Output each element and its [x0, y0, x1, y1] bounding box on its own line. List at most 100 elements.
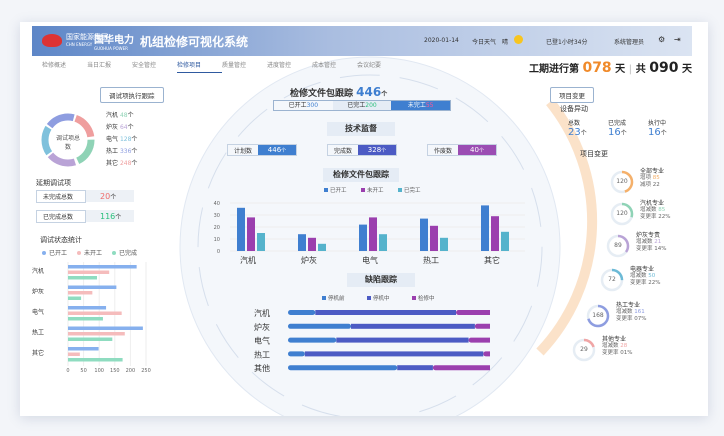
equip-stat: 执行中 16个	[648, 120, 667, 138]
change-ring	[610, 202, 634, 226]
equip-title: 设备异动	[560, 105, 588, 113]
tick-label: 100	[94, 368, 104, 374]
category-label: 电气	[362, 255, 378, 265]
tab-safety[interactable]: 安全管控	[132, 62, 157, 69]
stat-title: 调试状态统计	[40, 236, 82, 244]
delay-pill: 未完成总数 20 个	[36, 189, 134, 203]
legend-entry: 未开工	[77, 249, 102, 257]
bar-segment	[432, 365, 490, 371]
tech-pill: 完成数 328个	[327, 144, 397, 156]
tab-quality[interactable]: 质量管控	[222, 62, 247, 69]
tech-title: 技术监督	[327, 122, 395, 136]
svg-text:未开工: 未开工	[84, 249, 102, 257]
legend-item: 其它 248个	[106, 160, 138, 167]
defect-title: 缺陷跟踪	[347, 273, 415, 287]
logout-icon[interactable]: ⇥	[674, 35, 681, 44]
nav-tabs: 检修概述 当日汇报 安全管控 检修项目 质量管控 进度管控 成本管控 会议纪要	[42, 60, 402, 73]
bar	[68, 270, 110, 274]
bar	[68, 352, 80, 356]
category-label: 热工	[423, 255, 439, 265]
bar	[68, 311, 122, 315]
legend-entry: 检修中	[412, 294, 435, 302]
bar	[430, 225, 438, 251]
app-title: 机组检修可视化系统	[140, 35, 249, 49]
legend-entry: 已完工	[398, 186, 421, 194]
delay-title: 延期调试项	[36, 179, 71, 187]
bar-segment	[336, 337, 469, 343]
bar-segment	[397, 365, 433, 371]
change-ring	[610, 170, 634, 194]
settings-icon[interactable]: ⚙	[658, 35, 666, 44]
equip-stats: 总数 23个 已完成 16个 执行中 16个	[568, 118, 688, 138]
header-bar: 国家能源集团 CHN ENERGY 国华电力 GUOHUA POWER 机组检修可视…	[32, 26, 692, 56]
bar	[68, 306, 107, 310]
category-label: 其它	[32, 349, 44, 357]
tab-projects[interactable]: 检修项目	[177, 60, 222, 73]
seg-finished: 已完工200	[332, 101, 392, 110]
bar	[481, 205, 489, 251]
svg-text:已开工: 已开工	[49, 250, 67, 257]
sun-icon	[514, 35, 523, 44]
category-label: 炉灰	[32, 288, 44, 296]
bar-segment	[304, 351, 484, 357]
change-ring	[600, 268, 624, 292]
legend-item: 汽机 48个	[106, 112, 134, 119]
tick-label: 250	[141, 368, 151, 374]
file-pack-chart: 已开工 未开工 已完工 0 10 20 30 40 汽机 炉灰 电气 热工 其它	[214, 186, 525, 265]
bar	[369, 217, 377, 251]
bar	[298, 234, 306, 251]
right-section-title: 项目变更	[550, 87, 594, 103]
bar	[68, 276, 98, 280]
delay-pill: 已完成总数 116 个	[36, 209, 134, 223]
user-name[interactable]: 系统管理员	[614, 39, 645, 46]
tab-meetings[interactable]: 会议纪要	[357, 62, 382, 69]
bar	[68, 265, 137, 269]
tech-pill: 计划数 446个	[227, 144, 297, 156]
weather: 晴	[502, 39, 509, 46]
bar	[68, 285, 117, 289]
change-ring	[606, 234, 630, 258]
category-label: 电气	[32, 308, 44, 316]
bar	[68, 337, 113, 341]
legend-entry: 停机中	[367, 294, 390, 302]
category-label: 汽机	[254, 308, 270, 318]
tech-pill: 作废数 40个	[427, 144, 497, 156]
tab-overview[interactable]: 检修概述	[42, 62, 67, 69]
change-title: 项目变更	[580, 150, 608, 158]
bar	[68, 332, 125, 336]
svg-text:已完工: 已完工	[404, 186, 421, 194]
tick-label: 40	[214, 201, 220, 207]
bar	[379, 234, 387, 251]
category-label: 汽机	[32, 267, 44, 275]
change-ring	[572, 338, 596, 362]
bar	[359, 224, 367, 251]
tab-schedule[interactable]: 进度管控	[267, 62, 292, 69]
category-label: 其他	[254, 363, 270, 373]
seg-unfinished: 未完工55	[391, 101, 451, 110]
bar-segment	[351, 323, 475, 329]
dashboard: 国家能源集团 CHN ENERGY 国华电力 GUOHUA POWER 机组检修可视…	[20, 22, 708, 416]
weather-label: 今日天气	[472, 39, 497, 46]
category-label: 热工	[32, 329, 44, 337]
bar	[68, 291, 93, 295]
tick-label: 200	[126, 368, 136, 374]
bar-segment	[288, 310, 316, 315]
current-day: 078	[582, 60, 612, 76]
bar-segment	[315, 310, 456, 315]
login-duration: 已登1小时34分	[546, 39, 588, 46]
legend-entry: 已开工	[324, 187, 347, 194]
legend-entry: 已完成	[112, 249, 137, 257]
total-days: 090	[649, 60, 679, 76]
bar	[237, 207, 245, 251]
bar	[68, 347, 99, 351]
file-pack-title: 检修文件包跟踪 446个	[290, 85, 388, 99]
bar-segment	[483, 351, 490, 357]
tab-daily-report[interactable]: 当日汇报	[87, 62, 112, 69]
bar	[68, 317, 103, 321]
tab-cost[interactable]: 成本管控	[312, 62, 337, 69]
bar	[68, 358, 123, 362]
bar	[318, 243, 326, 251]
category-label: 电气	[254, 336, 270, 346]
category-label: 炉灰	[301, 255, 317, 265]
brand-small: 国家能源集团 CHN ENERGY	[66, 33, 108, 47]
